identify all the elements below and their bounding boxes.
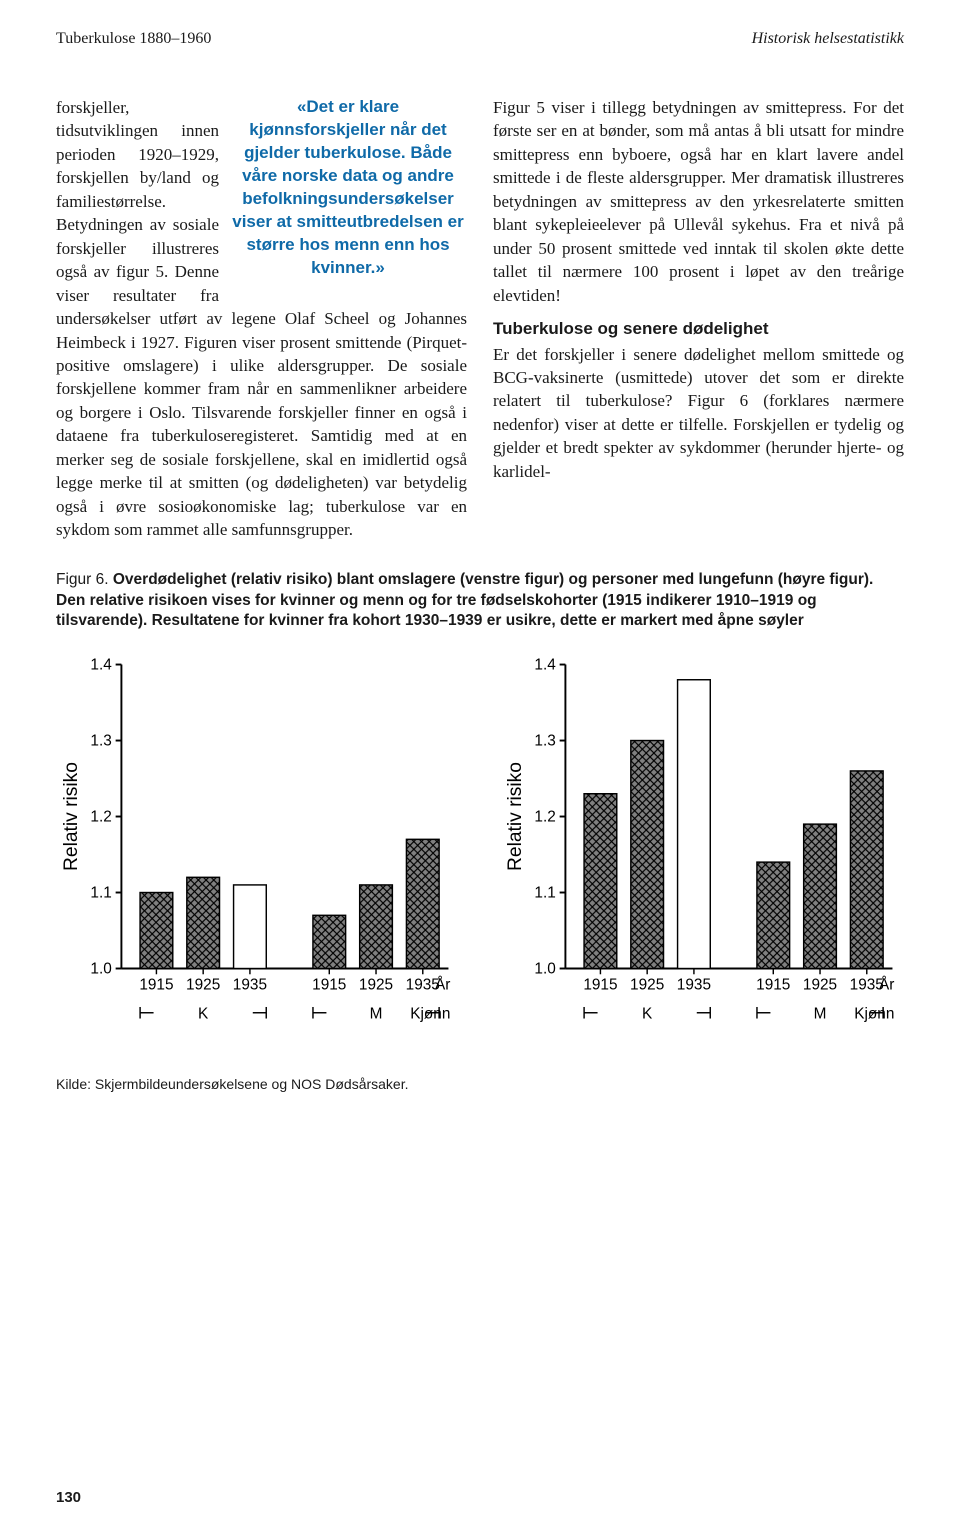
svg-text:1925: 1925 (186, 977, 220, 994)
svg-text:1.1: 1.1 (90, 885, 111, 902)
svg-text:M: M (370, 1006, 383, 1023)
pull-quote: «Det er klare kjønnsforskjeller når det … (229, 96, 467, 280)
svg-text:1.3: 1.3 (90, 733, 111, 750)
svg-text:K: K (198, 1006, 209, 1023)
chart-right-svg: 1.0 1.1 1.2 1.3 1.4 Relativ risiko 1915 1925 193… (500, 650, 904, 1060)
svg-text:1.0: 1.0 (534, 961, 555, 978)
svg-text:1935: 1935 (233, 977, 267, 994)
svg-text:År: År (879, 977, 894, 994)
right-column: Figur 5 viser i tillegg betydningen av s… (493, 96, 904, 542)
svg-text:1925: 1925 (359, 977, 393, 994)
svg-text:M: M (814, 1006, 827, 1023)
svg-text:Relativ risiko: Relativ risiko (61, 762, 82, 871)
header-left: Tuberkulose 1880–1960 (56, 30, 211, 48)
svg-text:1.4: 1.4 (534, 657, 556, 674)
svg-text:1935: 1935 (677, 977, 711, 994)
header-right: Historisk helsestatistikk (752, 30, 904, 48)
svg-text:År: År (435, 977, 450, 994)
chart-left-svg: 1.0 1.1 1.2 1.3 1.4 Relativ risiko 1915 1925 193… (56, 650, 460, 1060)
chart-left-omslagere: 1.0 1.1 1.2 1.3 1.4 Relativ risiko 1915 1925 193… (56, 650, 460, 1060)
chart-right-lungefunn: 1.0 1.1 1.2 1.3 1.4 Relativ risiko 1915 1925 193… (500, 650, 904, 1060)
svg-text:1925: 1925 (630, 977, 664, 994)
svg-text:1925: 1925 (803, 977, 837, 994)
figure-source: Kilde: Skjermbildeundersøkelsene og NOS … (56, 1076, 904, 1092)
right-subheading: Tuberkulose og senere dødelighet (493, 317, 904, 340)
svg-text:1.0: 1.0 (90, 961, 111, 978)
svg-text:1915: 1915 (139, 977, 173, 994)
right-column-par2: Er det forskjeller i senere dødelighet m… (493, 343, 904, 484)
figure-caption-lead: Figur 6. (56, 571, 113, 588)
figure-6-charts: 1.0 1.1 1.2 1.3 1.4 Relativ risiko 1915 1925 193… (56, 650, 904, 1060)
svg-text:1915: 1915 (312, 977, 346, 994)
running-header: Tuberkulose 1880–1960 Historisk helsesta… (56, 30, 904, 48)
left-column: «Det er klare kjønnsforskjeller når det … (56, 96, 467, 542)
svg-text:1.3: 1.3 (534, 733, 555, 750)
right-column-par1: Figur 5 viser i tillegg betydningen av s… (493, 96, 904, 307)
body-columns: «Det er klare kjønnsforskjeller når det … (56, 96, 904, 542)
svg-text:1915: 1915 (756, 977, 790, 994)
svg-text:1.1: 1.1 (534, 885, 555, 902)
svg-text:1.2: 1.2 (90, 809, 111, 826)
svg-text:1.4: 1.4 (90, 657, 112, 674)
svg-text:1915: 1915 (583, 977, 617, 994)
figure-6-caption: Figur 6. Overdødelighet (relativ risiko)… (56, 570, 904, 633)
svg-text:1.2: 1.2 (534, 809, 555, 826)
page-number: 130 (56, 1489, 81, 1506)
svg-text:K: K (642, 1006, 653, 1023)
figure-caption-bold: Overdødelighet (relativ risiko) blant om… (56, 571, 873, 630)
svg-text:Relativ risiko: Relativ risiko (505, 762, 526, 871)
svg-text:Kjønn: Kjønn (854, 1006, 894, 1023)
svg-text:Kjønn: Kjønn (410, 1006, 450, 1023)
